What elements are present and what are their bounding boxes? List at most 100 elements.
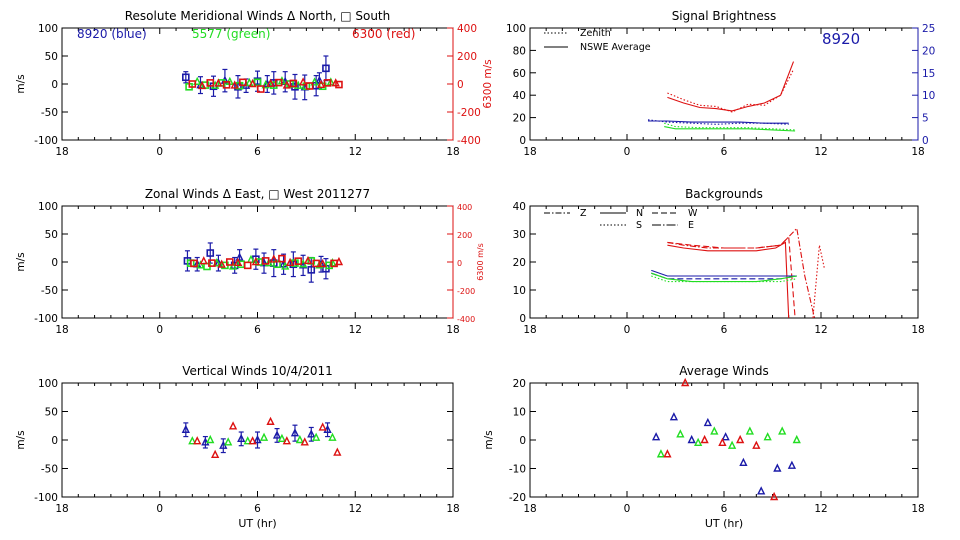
y-tick-label: 80 (513, 45, 526, 57)
data-point (181, 424, 190, 433)
data-point (243, 261, 252, 270)
x-tick-label: 18 (911, 503, 924, 515)
x-tick-label: 0 (624, 503, 631, 515)
data-point (253, 434, 262, 444)
data-point (222, 81, 231, 89)
series-line (651, 272, 797, 283)
y-tick-label: 40 (513, 201, 526, 213)
y2-tick-label: 0 (457, 259, 462, 268)
data-point (736, 434, 745, 444)
data-point (208, 259, 216, 267)
series-red-triangle (663, 377, 779, 501)
y2-tick-label: 400 (457, 203, 472, 212)
data-point (266, 78, 275, 87)
data-point (248, 436, 257, 445)
data-point (182, 73, 190, 82)
y-tick-label: -10 (509, 464, 526, 476)
series-red-dashed (667, 235, 796, 319)
y-tick-label: 0 (51, 435, 58, 447)
data-point (792, 434, 801, 444)
y-tick-label: 50 (45, 229, 58, 241)
data-point (312, 259, 320, 268)
data-point (694, 437, 703, 447)
data-point (322, 64, 330, 73)
series-line (664, 122, 796, 131)
data-point (235, 252, 244, 261)
series-line (647, 119, 789, 125)
chart-meridional: Resolute Meridional Winds Δ North, □ Sou… (15, 9, 494, 158)
data-point (261, 80, 270, 89)
y-axis-label: m/s (15, 252, 27, 271)
data-point (318, 258, 327, 268)
data-point (307, 266, 316, 274)
data-point (239, 78, 247, 87)
data-point (318, 422, 327, 431)
data-point (710, 426, 719, 435)
series-red-solid (667, 61, 795, 112)
series-line (667, 69, 794, 113)
data-point (328, 432, 337, 441)
data-point (323, 79, 332, 87)
plot-frame (529, 205, 919, 319)
data-point (248, 78, 257, 88)
y-tick-label: 20 (513, 378, 526, 390)
series-green-triangle (188, 432, 337, 446)
data-point (261, 257, 270, 265)
data-point (745, 426, 754, 435)
data-point (193, 436, 202, 445)
x-tick-label: 12 (349, 146, 362, 158)
y2-tick-label: 25 (922, 23, 935, 35)
x-tick-label: 12 (814, 324, 827, 336)
data-point (197, 80, 207, 90)
y-tick-label: -50 (41, 107, 58, 119)
series-red-solid (667, 241, 790, 319)
data-point (206, 79, 215, 87)
series-line (664, 126, 796, 132)
data-point (196, 260, 205, 269)
chart-title: Signal Brightness (672, 9, 777, 23)
data-point (211, 449, 220, 459)
data-point (274, 78, 283, 87)
legend-label: N (636, 208, 643, 219)
data-point (266, 416, 275, 425)
data-point (763, 432, 772, 441)
y-axis-label: m/s (15, 74, 27, 93)
series-green-solid (651, 272, 797, 283)
data-point (226, 258, 234, 266)
y2-tick-label: 200 (457, 51, 477, 63)
series-red-dashdot (667, 227, 816, 319)
chart-title: Average Winds (679, 364, 769, 378)
wavelength-annotation: 8920 (822, 30, 860, 48)
data-point (718, 437, 727, 447)
data-point (334, 256, 344, 266)
data-point (245, 77, 254, 87)
data-point (739, 457, 748, 466)
data-point (224, 437, 233, 446)
x-tick-label: 6 (254, 146, 261, 158)
y2-tick-label: 0 (457, 79, 464, 91)
wavelength-annotation: 6300 (red) (352, 27, 415, 41)
series-green-solid (664, 126, 796, 132)
y-tick-label: 50 (45, 51, 58, 63)
data-point (188, 80, 197, 88)
data-point (228, 421, 238, 430)
series-red-square (188, 78, 343, 93)
y-tick-label: -100 (34, 313, 58, 325)
series-line (667, 227, 816, 319)
data-point (307, 429, 316, 438)
data-point (243, 436, 252, 445)
data-point (727, 440, 737, 449)
data-point (214, 78, 223, 87)
x-tick-label: 18 (523, 324, 536, 336)
data-point (773, 463, 782, 472)
y-tick-label: 0 (519, 313, 526, 325)
data-point (681, 377, 690, 387)
data-point (316, 79, 326, 89)
y2-tick-label: -200 (457, 287, 475, 296)
y-tick-label: -50 (41, 464, 58, 476)
data-point (700, 434, 709, 444)
x-tick-label: 6 (254, 324, 261, 336)
data-point (331, 78, 340, 87)
y-tick-label: 10 (513, 285, 526, 297)
